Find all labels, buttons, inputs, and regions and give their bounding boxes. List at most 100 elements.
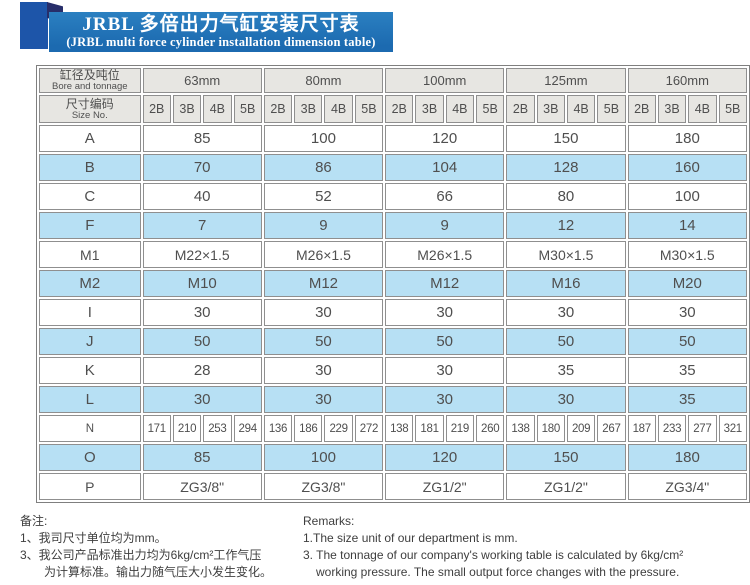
data-cell: 50 (385, 328, 505, 355)
data-cell: 35 (627, 357, 747, 384)
remarks-en-title: Remarks: (303, 514, 355, 528)
row-label: B (39, 154, 141, 181)
data-cell: 186 (294, 415, 323, 442)
data-cell: 12 (506, 212, 626, 239)
data-cell: 66 (385, 183, 505, 210)
data-cell: 253 (203, 415, 232, 442)
data-cell: M10 (142, 270, 262, 297)
sub-header: 3B (172, 95, 202, 123)
data-cell: 30 (506, 386, 626, 413)
data-cell: 50 (142, 328, 262, 355)
sub-header: 4B (203, 95, 232, 123)
data-cell: 100 (627, 183, 747, 210)
sub-header: 5B (597, 95, 626, 123)
corner-header-cn: 缸径及吨位 (59, 68, 120, 82)
data-cell: 30 (142, 386, 262, 413)
sub-header: 2B (263, 95, 293, 123)
data-cell: 210 (172, 415, 202, 442)
data-cell: 294 (233, 415, 262, 442)
data-cell: 14 (627, 212, 747, 239)
data-cell: ZG3/8" (142, 473, 262, 500)
sub-header: 4B (324, 95, 353, 123)
table-row-B: B 70 86 104 128 160 (39, 154, 747, 181)
data-cell: 35 (627, 386, 747, 413)
corner-header-en: Bore and tonnage (52, 81, 128, 92)
header-row-bore: 缸径及吨位 Bore and tonnage 63mm 80mm 100mm 1… (39, 68, 747, 93)
data-cell: 100 (263, 444, 384, 471)
data-cell: 9 (385, 212, 505, 239)
data-cell: 30 (385, 357, 505, 384)
sub-header: 4B (566, 95, 596, 123)
data-cell: 181 (415, 415, 444, 442)
title-banner: JRBL 多倍出力气缸安装尺寸表 (JRBL multi force cylin… (49, 12, 393, 52)
table-row-I: I 30 30 30 30 30 (39, 299, 747, 326)
data-cell: 138 (385, 415, 414, 442)
row-label: F (39, 212, 141, 239)
data-cell: 52 (263, 183, 384, 210)
remarks-en-line: working pressure. The small output force… (316, 565, 680, 579)
sub-header: 5B (476, 95, 505, 123)
data-cell: 209 (566, 415, 596, 442)
sub-header: 3B (657, 95, 687, 123)
sub-header: 2B (385, 95, 414, 123)
table-row-F: F 7 9 9 12 14 (39, 212, 747, 239)
sub-header: 3B (536, 95, 565, 123)
page-title-cn: JRBL 多倍出力气缸安装尺寸表 (82, 14, 360, 35)
data-cell: M22×1.5 (142, 241, 262, 268)
row-label: K (39, 357, 141, 384)
row-label: C (39, 183, 141, 210)
data-cell: 150 (506, 444, 626, 471)
data-cell: 180 (627, 125, 747, 152)
sub-header: 2B (506, 95, 535, 123)
data-cell: M12 (263, 270, 384, 297)
dimension-table-grid: 缸径及吨位 Bore and tonnage 63mm 80mm 100mm 1… (37, 66, 749, 502)
data-cell: ZG3/4" (627, 473, 747, 500)
sub-header: 5B (354, 95, 384, 123)
data-cell: 138 (506, 415, 535, 442)
row-label: I (39, 299, 141, 326)
data-cell: 233 (657, 415, 687, 442)
data-cell: 7 (142, 212, 262, 239)
data-cell: M26×1.5 (385, 241, 505, 268)
data-cell: M30×1.5 (627, 241, 747, 268)
sub-header: 2B (142, 95, 171, 123)
data-cell: M20 (627, 270, 747, 297)
data-cell: 30 (385, 386, 505, 413)
data-cell: 85 (142, 125, 262, 152)
size-no-cn: 尺寸编码 (65, 96, 114, 111)
row-label: M2 (39, 270, 141, 297)
data-cell: 30 (142, 299, 262, 326)
data-cell: 128 (506, 154, 626, 181)
data-cell: 30 (627, 299, 747, 326)
data-cell: 104 (385, 154, 505, 181)
data-cell: 120 (385, 444, 505, 471)
table-row-A: A 85 100 120 150 180 (39, 125, 747, 152)
sub-header: 4B (445, 95, 474, 123)
data-cell: 30 (263, 357, 384, 384)
table-row-M1: M1 M22×1.5 M26×1.5 M26×1.5 M30×1.5 M30×1… (39, 241, 747, 268)
sub-header: 3B (415, 95, 444, 123)
data-cell: 30 (385, 299, 505, 326)
remarks-cn-line: 3、我公司产品标准出力均为6kg/cm²工作气压 (20, 548, 262, 562)
sub-header: 5B (718, 95, 747, 123)
data-cell: M12 (385, 270, 505, 297)
data-cell: 321 (718, 415, 747, 442)
row-label: M1 (39, 241, 141, 268)
data-cell: 100 (263, 125, 384, 152)
size-header: 63mm (142, 68, 262, 93)
table-row-N: N 171 210 253 294 136 186 229 272 138 18… (39, 415, 747, 442)
table-row-J: J 50 50 50 50 50 (39, 328, 747, 355)
data-cell: 277 (688, 415, 717, 442)
data-cell: 30 (263, 386, 384, 413)
dimension-table: 缸径及吨位 Bore and tonnage 63mm 80mm 100mm 1… (36, 65, 750, 503)
data-cell: 136 (263, 415, 293, 442)
sub-header: 4B (688, 95, 717, 123)
size-no-en: Size No. (71, 109, 108, 121)
size-header: 160mm (627, 68, 747, 93)
data-cell: 187 (627, 415, 656, 442)
remarks-cn-line: 1、我司尺寸单位均为mm。 (20, 531, 167, 545)
data-cell: ZG1/2" (506, 473, 626, 500)
data-cell: 30 (506, 299, 626, 326)
table-row-P: P ZG3/8" ZG3/8" ZG1/2" ZG1/2" ZG3/4" (39, 473, 747, 500)
data-cell: 272 (354, 415, 384, 442)
